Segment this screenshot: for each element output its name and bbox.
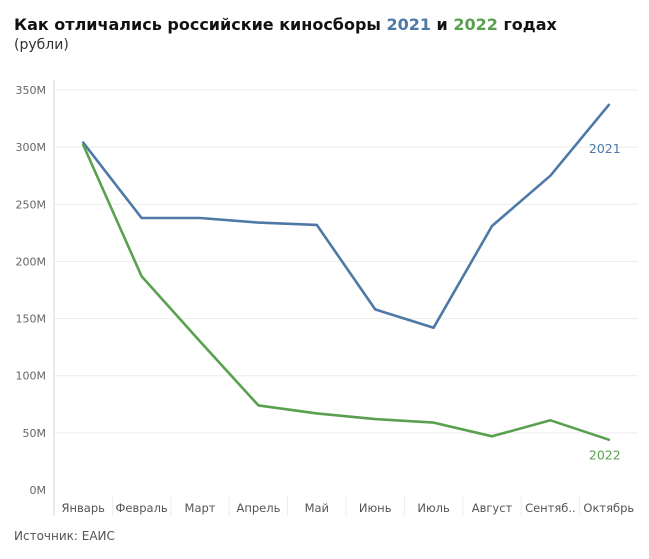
x-tick-label: Октябрь (583, 501, 634, 515)
x-tick-label: Март (185, 501, 216, 515)
x-tick-label: Июль (417, 501, 450, 515)
x-tick-label: Август (472, 501, 513, 515)
chart-subtitle: (рубли) (14, 37, 69, 53)
y-tick-label: 250M (16, 198, 47, 211)
series-label-2022: 2022 (589, 448, 621, 463)
tick-labels: 0M 50M 100M 150M 200M 250M 300M 350M Январь Февра… (16, 84, 635, 515)
x-tick-label: Май (305, 501, 329, 515)
title-prefix: Как отличались российские киносборы (14, 15, 387, 34)
grid-lines (54, 89, 638, 516)
line-chart: 0M 50M 100M 150M 200M 250M 300M 350M Январь Февра… (16, 80, 638, 516)
series-line-2021 (81, 103, 611, 329)
series-label-2021: 2021 (589, 141, 621, 156)
x-tick-label: Февраль (115, 501, 167, 515)
y-tick-label: 0M (30, 484, 47, 497)
x-tick-label: Сентяб.. (525, 501, 576, 515)
title-middle: и (430, 15, 454, 34)
y-tick-label: 100M (16, 370, 47, 383)
y-tick-label: 50M (23, 427, 47, 440)
title-year-2022: 2022 (453, 15, 498, 34)
chart-title: Как отличались российские киносборы 2021… (14, 15, 557, 34)
x-tick-label: Апрель (236, 501, 280, 515)
source-note: Источник: ЕАИС (14, 529, 115, 543)
x-tick-label: Январь (61, 501, 105, 515)
y-tick-label: 150M (16, 313, 47, 326)
y-tick-label: 200M (16, 255, 47, 268)
y-tick-label: 350M (16, 84, 47, 97)
title-year-2021: 2021 (386, 15, 431, 34)
series-labels: 2021 2022 (589, 141, 621, 463)
series-lines (81, 103, 611, 441)
title-suffix: годах (497, 15, 557, 34)
series-line-2022 (81, 143, 611, 441)
x-tick-label: Июнь (359, 501, 392, 515)
y-tick-label: 300M (16, 141, 47, 154)
